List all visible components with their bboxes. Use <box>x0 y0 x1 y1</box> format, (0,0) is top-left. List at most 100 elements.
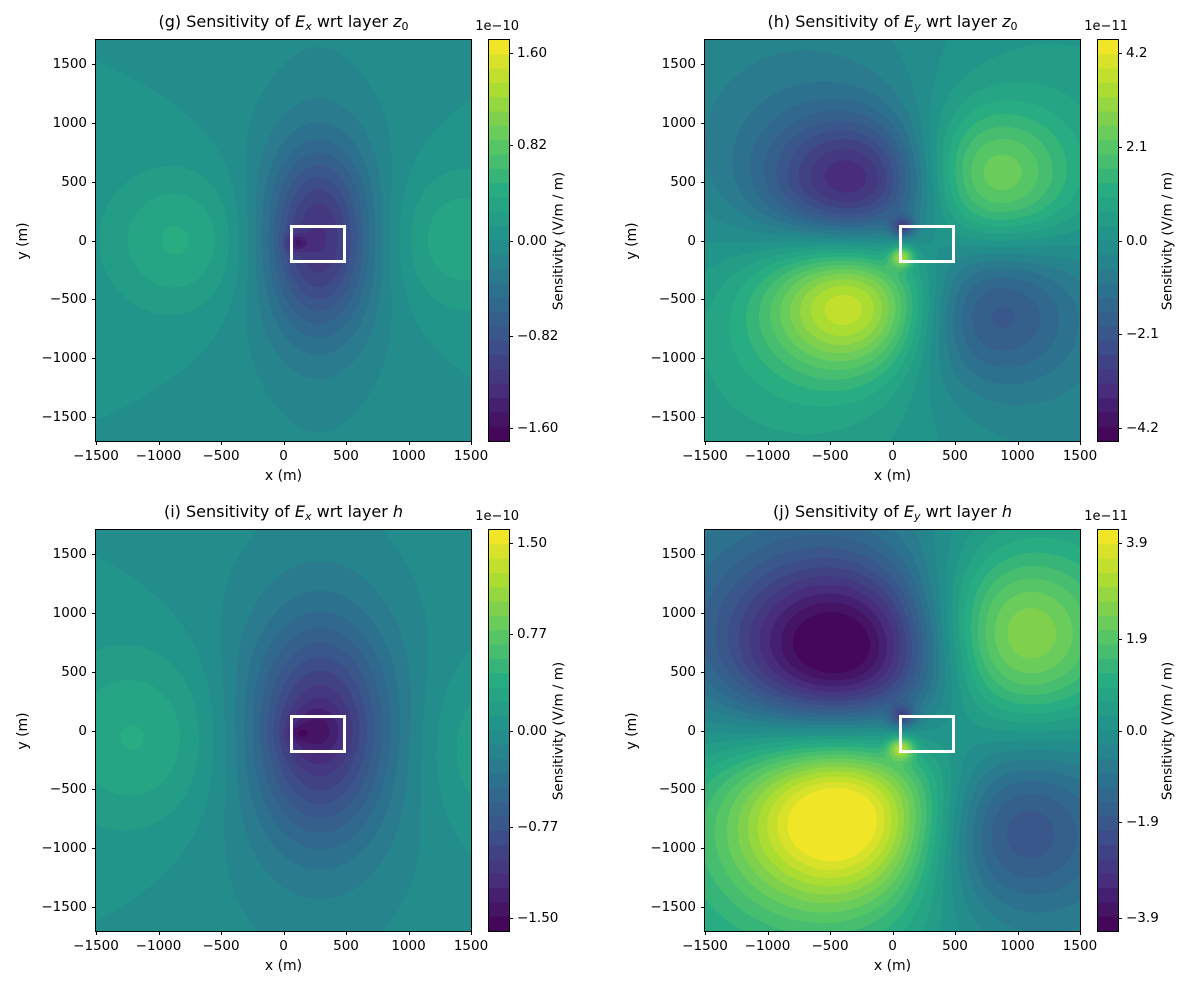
colorbar-tick-mark <box>509 336 513 338</box>
y-tick-mark <box>92 789 96 791</box>
x-tick-label: −500 <box>811 938 849 954</box>
colorbar-tick-mark <box>509 53 513 55</box>
y-axis-label: y (m) <box>15 221 31 260</box>
y-tick-mark <box>92 553 96 555</box>
y-tick-mark <box>701 730 705 732</box>
y-tick-label: −1500 <box>650 899 696 916</box>
y-tick-label: 0 <box>78 722 87 739</box>
colorbar-tick-label: 4.2 <box>1126 45 1148 62</box>
x-tick-label: 1500 <box>453 938 489 954</box>
x-tick-mark <box>955 441 956 445</box>
y-tick-mark <box>92 122 96 124</box>
y-axis-label: y (m) <box>15 711 31 750</box>
y-tick-mark <box>701 907 705 909</box>
title-part: wrt layer <box>920 11 1003 31</box>
colorbar-tick-mark <box>509 543 513 545</box>
y-axis-label: y (m) <box>624 221 640 260</box>
colorbar-tick-mark <box>1118 639 1122 641</box>
x-axis-label: x (m) <box>264 468 303 484</box>
title-part: y <box>914 19 921 33</box>
colorbar-tick-label: 0.00 <box>517 232 548 249</box>
colorbar-tick-label: 0.77 <box>517 626 548 643</box>
x-tick-label: 1000 <box>1000 448 1035 464</box>
subplot-title: (i) Sensitivity of Ex wrt layer h <box>56 503 511 523</box>
y-tick-mark <box>701 299 705 301</box>
x-tick-mark <box>221 931 222 935</box>
y-tick-mark <box>701 122 705 124</box>
colorbar: 1e−10 Sensitivity (V/m / m) 1.50 0.77 0.00… <box>475 509 566 932</box>
x-tick-label: −1000 <box>135 448 182 464</box>
colorbar-tick-label: −2.1 <box>1126 326 1159 343</box>
x-tick-mark <box>408 931 410 935</box>
title-part: 0 <box>401 19 409 33</box>
colorbar-tick-mark <box>1118 543 1122 545</box>
y-tick-label: −500 <box>658 781 696 798</box>
y-tick-label: 500 <box>61 173 87 190</box>
colorbar-tick-label: 1.50 <box>517 535 548 552</box>
colorbar-exponent: 1e−11 <box>1084 19 1128 34</box>
y-tick-label: −1000 <box>650 350 696 367</box>
colorbar-gradient <box>488 39 510 442</box>
colorbar-tick-label: 0.0 <box>1126 722 1148 739</box>
y-axis-label: y (m) <box>624 711 640 750</box>
x-tick-label: −1500 <box>73 448 119 464</box>
y-tick-label: 1000 <box>52 114 87 131</box>
x-tick-mark <box>283 931 285 935</box>
x-tick-label: 1000 <box>391 938 426 954</box>
x-tick-label: −1000 <box>744 448 791 464</box>
x-tick-mark <box>892 441 894 445</box>
x-tick-label: 500 <box>942 938 968 954</box>
subplot-title: (g) Sensitivity of Ex wrt layer z0 <box>56 13 511 33</box>
x-tick-mark <box>96 441 97 445</box>
title-part: E <box>904 11 915 31</box>
colorbar-tick-label: 1.9 <box>1126 631 1148 648</box>
y-tick-mark <box>701 63 705 65</box>
y-tick-label: 1500 <box>661 55 696 72</box>
colorbar-tick-mark <box>509 240 513 242</box>
y-tick-label: 1500 <box>661 545 696 562</box>
colorbar-exponent: 1e−10 <box>475 509 519 524</box>
colorbar-exponent: 1e−11 <box>1084 509 1128 524</box>
colorbar-gradient <box>488 529 510 932</box>
colorbar-tick-mark <box>1118 240 1122 242</box>
x-tick-mark <box>767 931 769 935</box>
contour-field <box>705 530 1080 931</box>
title-part: h <box>1001 501 1012 521</box>
colorbar-tick-mark <box>1118 334 1122 336</box>
colorbar-gradient <box>1097 529 1119 932</box>
x-tick-label: −1000 <box>135 938 182 954</box>
colorbar-tick-mark <box>1118 730 1122 732</box>
title-part: (g) Sensitivity of <box>158 11 296 31</box>
title-part: E <box>295 11 306 31</box>
colorbar-tick-label: 1.60 <box>517 45 548 62</box>
y-tick-mark <box>92 671 96 673</box>
subplot-g: (g) Sensitivity of Ex wrt layer z0 x (m)… <box>15 13 566 484</box>
y-tick-label: −500 <box>658 291 696 308</box>
title-part: E <box>294 501 305 521</box>
colorbar-tick-label: −1.50 <box>517 909 559 926</box>
x-tick-label: 1500 <box>1062 448 1098 464</box>
contour-field <box>705 40 1080 441</box>
colorbar: 1e−11 Sensitivity (V/m / m) 4.2 2.1 0.0 −2.… <box>1084 19 1175 442</box>
x-tick-label: −500 <box>811 448 849 464</box>
x-tick-mark <box>158 931 160 935</box>
subplot-title: (h) Sensitivity of Ey wrt layer z0 <box>665 13 1120 33</box>
x-tick-mark <box>1017 441 1019 445</box>
title-part: wrt layer <box>311 11 394 31</box>
x-tick-mark <box>158 441 160 445</box>
y-tick-label: −1500 <box>41 409 87 426</box>
y-tick-mark <box>701 553 705 555</box>
x-tick-mark <box>96 931 97 935</box>
x-tick-label: −500 <box>202 938 240 954</box>
y-tick-mark <box>701 417 705 419</box>
x-tick-label: 1500 <box>453 448 489 464</box>
x-tick-label: −500 <box>202 448 240 464</box>
y-tick-label: 0 <box>687 232 696 249</box>
x-tick-mark <box>830 931 831 935</box>
title-part: E <box>903 501 914 521</box>
x-tick-mark <box>1080 441 1081 445</box>
colorbar-tick-label: −1.9 <box>1126 813 1159 830</box>
x-tick-mark <box>346 441 347 445</box>
y-tick-mark <box>92 907 96 909</box>
title-part: y <box>914 509 921 523</box>
